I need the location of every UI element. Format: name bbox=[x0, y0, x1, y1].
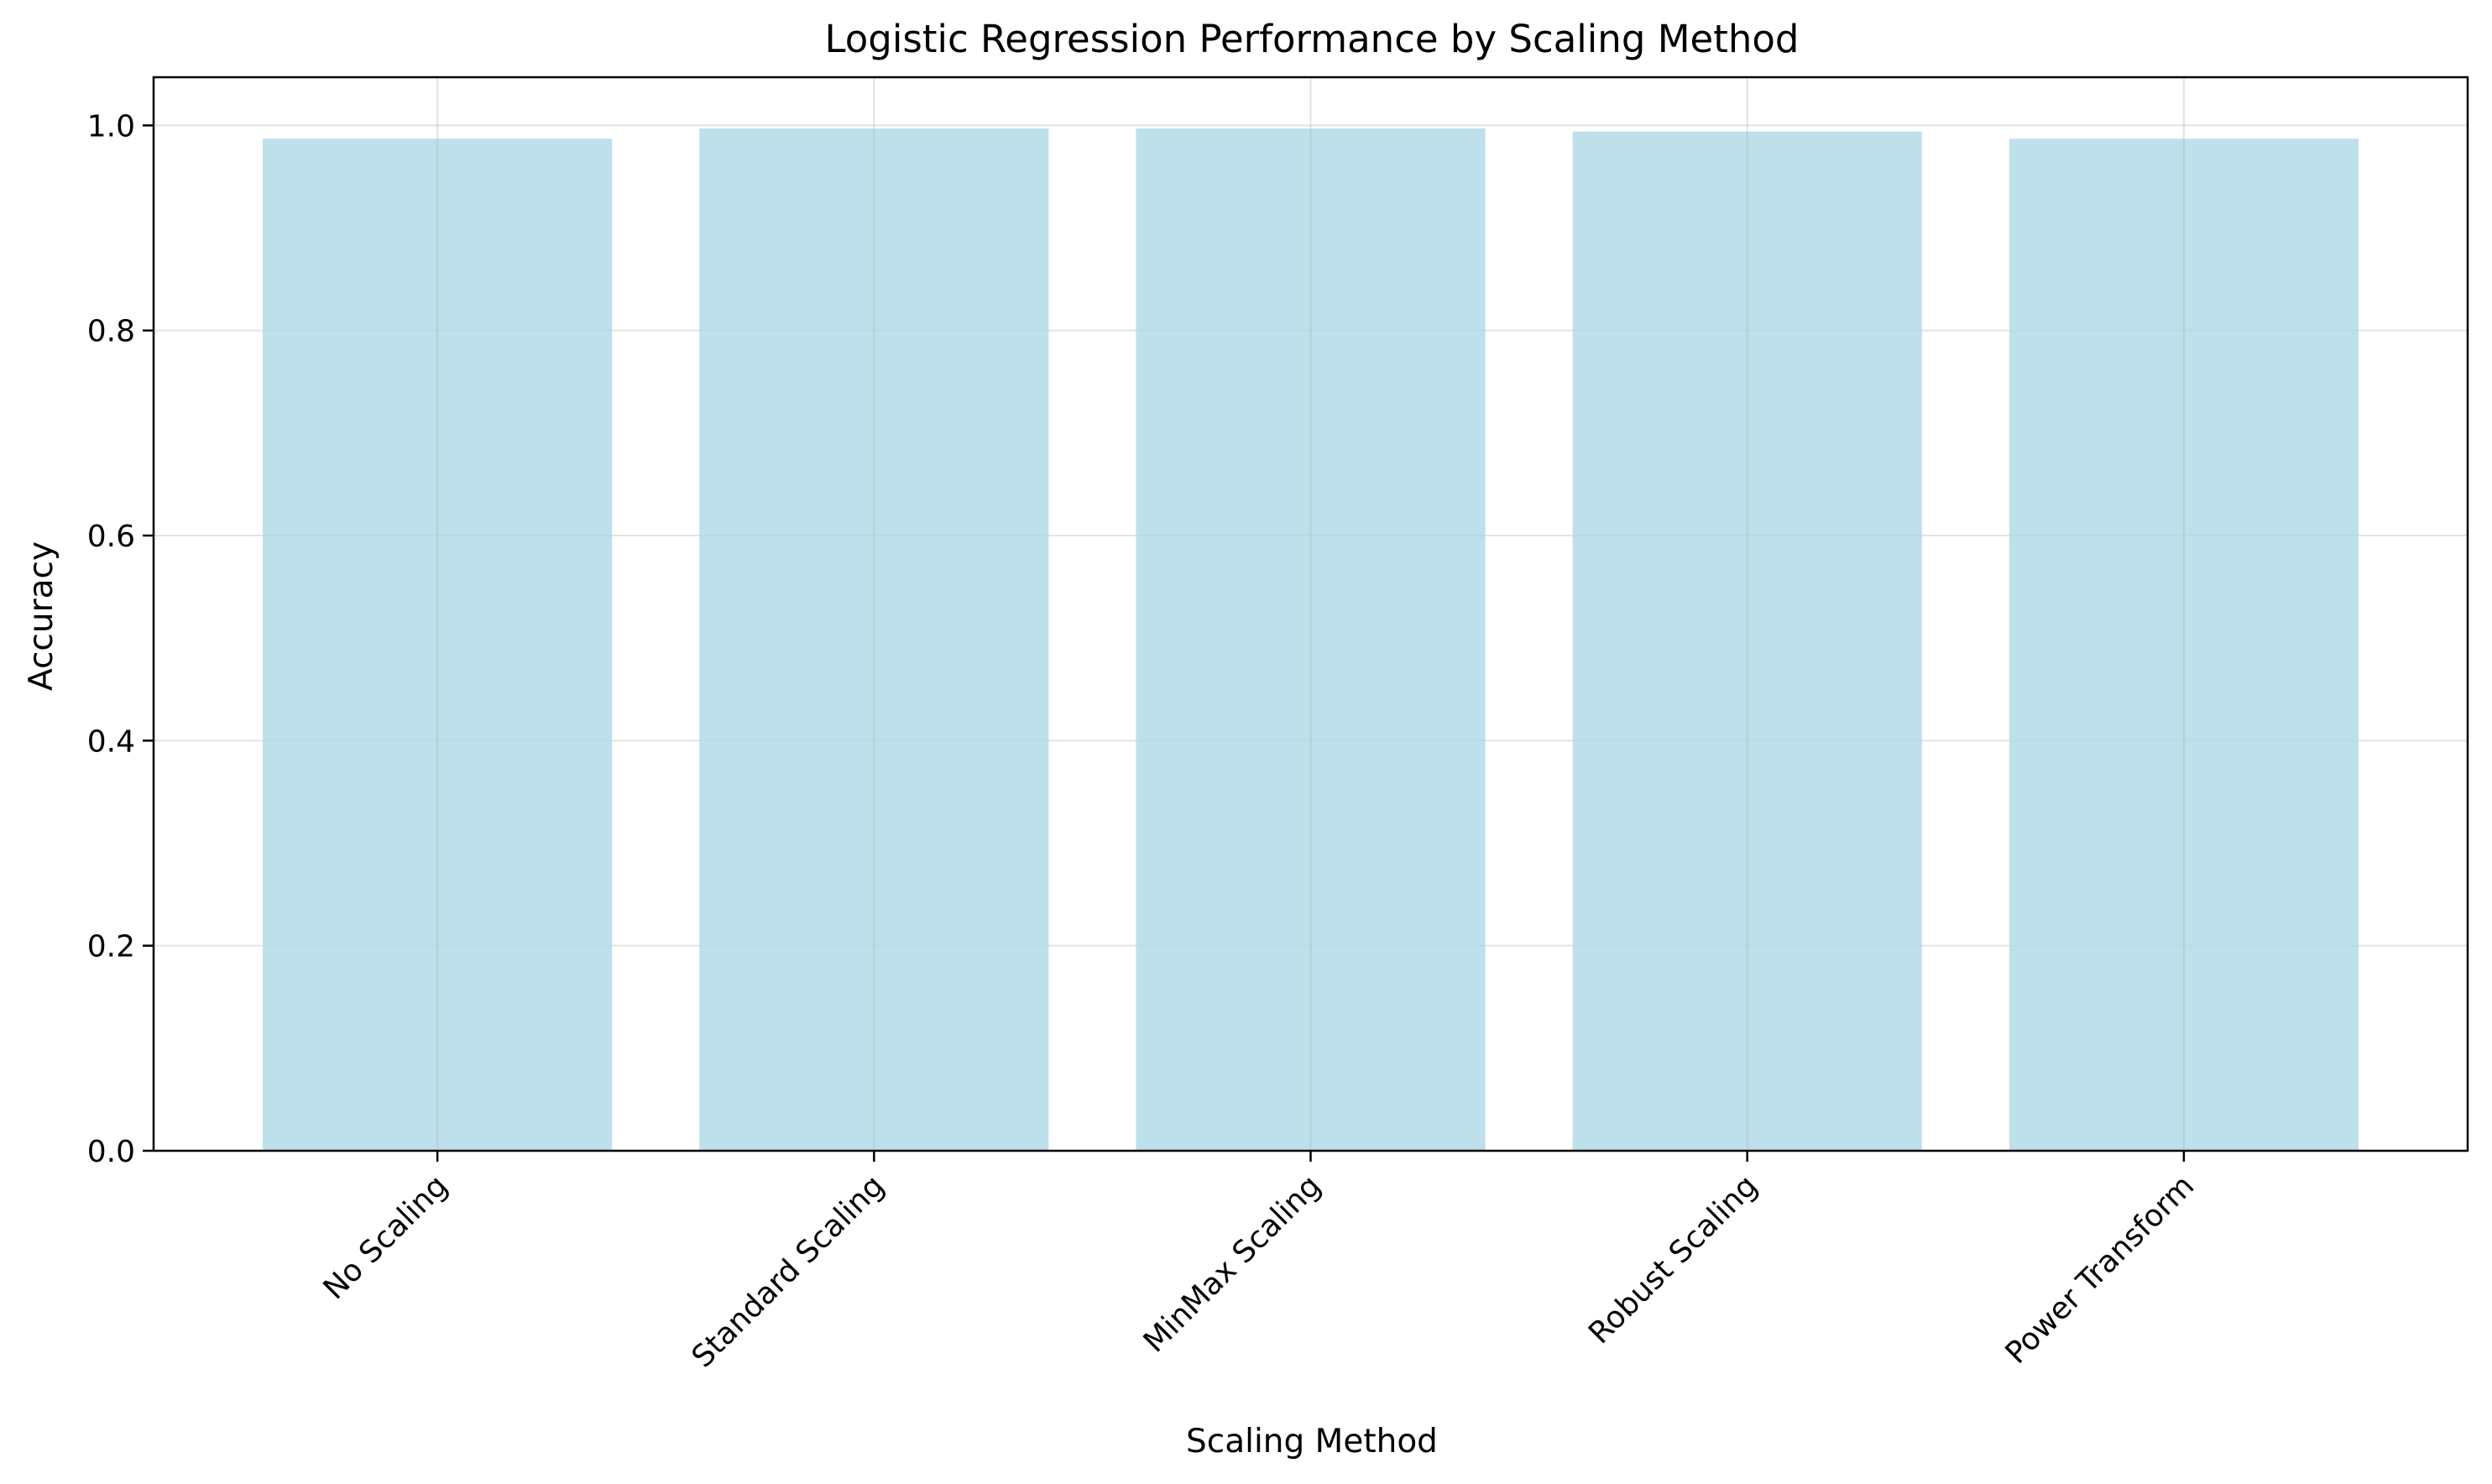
x-axis-label: Scaling Method bbox=[1186, 1423, 1438, 1460]
bar bbox=[699, 128, 1049, 1152]
y-tick-label: 1.0 bbox=[87, 109, 135, 144]
y-tick-label: 0.0 bbox=[87, 1135, 135, 1169]
chart-title: Logistic Regression Performance by Scali… bbox=[825, 17, 1800, 61]
bar bbox=[1136, 128, 1486, 1152]
bar bbox=[1572, 131, 1922, 1152]
y-tick-label: 0.2 bbox=[87, 930, 135, 964]
bar bbox=[2009, 138, 2359, 1151]
bar bbox=[263, 138, 613, 1151]
y-axis-ticks: 0.0 0.2 0.4 0.6 0.8 1.0 bbox=[87, 109, 154, 1169]
y-tick-label: 0.4 bbox=[87, 724, 135, 759]
y-axis-label: Accuracy bbox=[23, 541, 60, 691]
bars bbox=[263, 128, 2359, 1152]
x-gridlines bbox=[436, 77, 2185, 1151]
y-tick-label: 0.6 bbox=[87, 520, 135, 554]
y-tick-label: 0.8 bbox=[87, 315, 135, 349]
